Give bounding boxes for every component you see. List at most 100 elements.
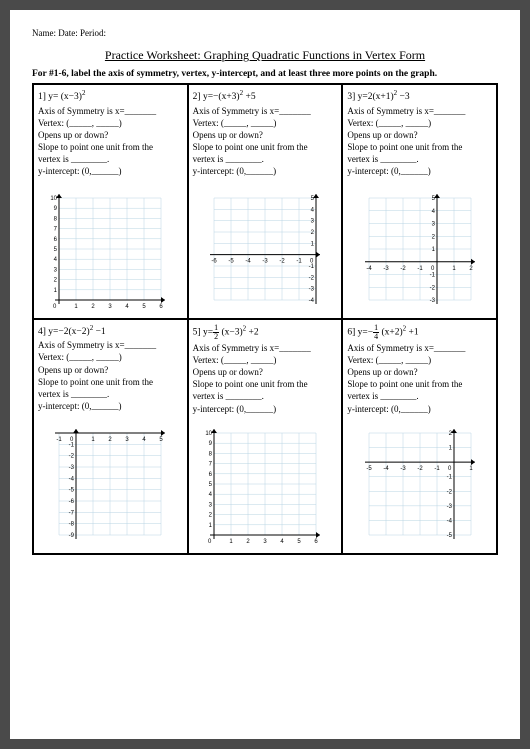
problem-cell: 4] y=−2(x−2)2 −1Axis of Symmetry is x=__… xyxy=(33,319,188,554)
svg-text:0: 0 xyxy=(208,539,212,545)
svg-text:3: 3 xyxy=(209,502,213,508)
yint-prompt: y-intercept: (0,______) xyxy=(347,165,492,177)
svg-text:-4: -4 xyxy=(446,518,452,524)
svg-text:-2: -2 xyxy=(69,453,75,459)
svg-text:-1: -1 xyxy=(429,272,435,278)
slope-prompt-1: Slope to point one unit from the xyxy=(347,141,492,153)
problem-cell: 6] y=−14 (x+2)2 +1Axis of Symmetry is x=… xyxy=(342,319,497,554)
worksheet-page: Name: Date: Period: Practice Worksheet: … xyxy=(10,10,520,739)
equation: 1] y= (x−3)2 xyxy=(38,89,183,104)
svg-text:0: 0 xyxy=(431,266,435,272)
svg-text:6: 6 xyxy=(209,471,213,477)
opens-prompt: Opens up or down? xyxy=(193,366,338,378)
axis-prompt: Axis of Symmetry is x=_______ xyxy=(193,342,338,354)
yint-prompt: y-intercept: (0,______) xyxy=(193,403,338,415)
svg-text:2: 2 xyxy=(431,234,435,240)
svg-text:-3: -3 xyxy=(309,287,315,293)
prompt-lines: Axis of Symmetry is x=_______Vertex: (__… xyxy=(193,342,338,415)
svg-text:-1: -1 xyxy=(69,442,75,448)
svg-text:3: 3 xyxy=(263,539,267,545)
svg-text:-1: -1 xyxy=(296,259,302,265)
svg-text:1: 1 xyxy=(431,247,435,253)
svg-text:-2: -2 xyxy=(429,285,435,291)
slope-prompt-2: vertex is ________. xyxy=(347,153,492,165)
svg-text:-1: -1 xyxy=(446,474,452,480)
chart: -6-5-4-3-2-10-4-3-2-112345 xyxy=(200,184,330,314)
yint-prompt: y-intercept: (0,______) xyxy=(38,165,183,177)
svg-text:2: 2 xyxy=(209,512,213,518)
svg-text:4: 4 xyxy=(143,437,147,443)
axis-prompt: Axis of Symmetry is x=_______ xyxy=(193,105,338,117)
slope-prompt-1: Slope to point one unit from the xyxy=(193,141,338,153)
opens-prompt: Opens up or down? xyxy=(38,129,183,141)
svg-text:0: 0 xyxy=(53,304,57,310)
svg-text:-3: -3 xyxy=(383,266,389,272)
svg-text:1: 1 xyxy=(92,437,96,443)
svg-text:-1: -1 xyxy=(309,264,315,270)
svg-text:8: 8 xyxy=(54,216,58,222)
equation: 3] y=2(x+1)2 −3 xyxy=(347,89,492,104)
svg-text:-5: -5 xyxy=(69,487,75,493)
svg-text:2: 2 xyxy=(92,304,96,310)
chart-area: -5-4-3-2-101-5-4-3-2-112 xyxy=(347,415,492,551)
axis-prompt: Axis of Symmetry is x=_______ xyxy=(347,342,492,354)
svg-text:4: 4 xyxy=(209,492,213,498)
svg-text:3: 3 xyxy=(311,219,315,225)
svg-text:4: 4 xyxy=(311,207,315,213)
equation: 5] y=12 (x−3)2 +2 xyxy=(193,324,338,341)
page-title: Practice Worksheet: Graphing Quadratic F… xyxy=(32,48,498,63)
svg-text:5: 5 xyxy=(209,482,213,488)
svg-text:-7: -7 xyxy=(69,510,75,516)
svg-text:1: 1 xyxy=(448,445,452,451)
svg-text:-2: -2 xyxy=(446,489,452,495)
svg-text:-4: -4 xyxy=(309,298,315,304)
svg-text:-3: -3 xyxy=(446,504,452,510)
svg-text:4: 4 xyxy=(280,539,284,545)
svg-text:-4: -4 xyxy=(383,466,389,472)
svg-text:-2: -2 xyxy=(417,466,423,472)
yint-prompt: y-intercept: (0,______) xyxy=(193,165,338,177)
svg-text:3: 3 xyxy=(54,267,58,273)
slope-prompt-1: Slope to point one unit from the xyxy=(347,378,492,390)
svg-text:2: 2 xyxy=(246,539,250,545)
svg-text:9: 9 xyxy=(209,441,213,447)
svg-text:3: 3 xyxy=(109,304,113,310)
svg-text:-4: -4 xyxy=(245,259,251,265)
chart: 012345612345678910 xyxy=(45,184,175,314)
svg-text:-3: -3 xyxy=(69,465,75,471)
svg-text:1: 1 xyxy=(452,266,456,272)
svg-text:5: 5 xyxy=(54,247,58,253)
axis-prompt: Axis of Symmetry is x=_______ xyxy=(38,105,183,117)
svg-text:7: 7 xyxy=(54,226,58,232)
equation: 4] y=−2(x−2)2 −1 xyxy=(38,324,183,339)
prompt-lines: Axis of Symmetry is x=_______Vertex: (__… xyxy=(38,105,183,178)
header-line: Name: Date: Period: xyxy=(32,28,498,38)
problem-cell: 5] y=12 (x−3)2 +2Axis of Symmetry is x=_… xyxy=(188,319,343,554)
svg-text:1: 1 xyxy=(209,522,213,528)
svg-text:2: 2 xyxy=(469,266,473,272)
chart-area: -4-3-2-1012-3-2-112345 xyxy=(347,177,492,316)
svg-text:-3: -3 xyxy=(429,298,435,304)
vertex-prompt: Vertex: (_____, _____) xyxy=(193,354,338,366)
slope-prompt-1: Slope to point one unit from the xyxy=(193,378,338,390)
equation: 2] y=−(x+3)2 +5 xyxy=(193,89,338,104)
slope-prompt-2: vertex is ________. xyxy=(193,153,338,165)
yint-prompt: y-intercept: (0,______) xyxy=(38,400,183,412)
slope-prompt-2: vertex is ________. xyxy=(193,390,338,402)
slope-prompt-1: Slope to point one unit from the xyxy=(38,141,183,153)
opens-prompt: Opens up or down? xyxy=(347,366,492,378)
vertex-prompt: Vertex: (_____, _____) xyxy=(38,351,183,363)
slope-prompt-2: vertex is ________. xyxy=(38,388,183,400)
svg-text:10: 10 xyxy=(205,431,212,437)
problem-cell: 3] y=2(x+1)2 −3Axis of Symmetry is x=___… xyxy=(342,84,497,319)
svg-text:4: 4 xyxy=(126,304,130,310)
svg-text:-4: -4 xyxy=(69,476,75,482)
svg-text:-4: -4 xyxy=(366,266,372,272)
prompt-lines: Axis of Symmetry is x=_______Vertex: (__… xyxy=(347,105,492,178)
svg-text:-2: -2 xyxy=(279,259,285,265)
slope-prompt-2: vertex is ________. xyxy=(38,153,183,165)
svg-text:0: 0 xyxy=(448,466,452,472)
svg-text:3: 3 xyxy=(431,221,435,227)
prompt-lines: Axis of Symmetry is x=_______Vertex: (__… xyxy=(193,105,338,178)
svg-text:6: 6 xyxy=(314,539,318,545)
